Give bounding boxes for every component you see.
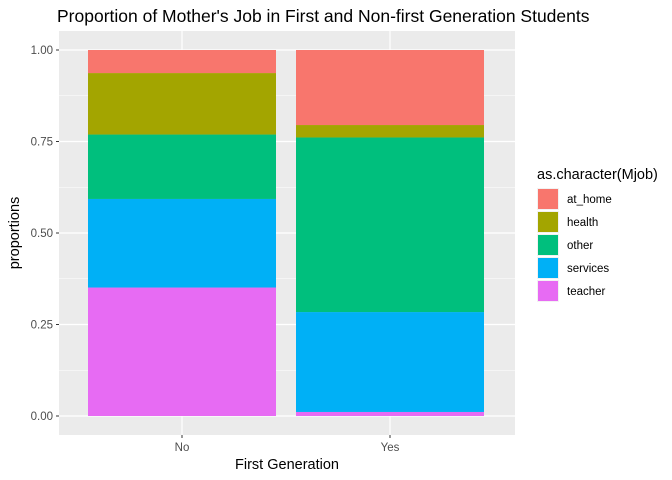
bar-segment-yes-services bbox=[296, 312, 484, 412]
bar-segment-no-services bbox=[88, 198, 276, 288]
legend-key-at-home bbox=[538, 189, 558, 209]
axes: 0.00 0.25 0.50 0.75 1.00 No Yes bbox=[31, 45, 400, 454]
legend-label-at-home: at_home bbox=[567, 194, 612, 206]
x-axis-title: First Generation bbox=[235, 457, 339, 473]
chart-title: Proportion of Mother's Job in First and … bbox=[57, 6, 590, 26]
bar-segment-yes-at-home bbox=[296, 50, 484, 126]
bar-segment-no-teacher bbox=[88, 287, 276, 416]
y-tick-label: 0.50 bbox=[31, 228, 53, 240]
x-tick-label: No bbox=[175, 442, 190, 454]
bar-segment-yes-other bbox=[296, 137, 484, 313]
legend-key-services bbox=[538, 258, 558, 278]
y-tick-label: 0.00 bbox=[31, 411, 53, 423]
bar-segment-no-other bbox=[88, 134, 276, 199]
bar-segment-yes-health bbox=[296, 125, 484, 138]
legend-label-teacher: teacher bbox=[567, 286, 606, 298]
legend-title: as.character(Mjob) bbox=[537, 167, 658, 183]
y-tick-label: 0.75 bbox=[31, 137, 53, 149]
legend-key-health bbox=[538, 212, 558, 232]
legend-label-other: other bbox=[567, 240, 593, 252]
y-axis-title: proportions bbox=[7, 197, 23, 270]
bar-segment-yes-teacher bbox=[296, 411, 484, 416]
legend-label-health: health bbox=[567, 217, 598, 229]
y-tick-label: 1.00 bbox=[31, 45, 53, 57]
bar-segment-no-at-home bbox=[88, 50, 276, 74]
legend-label-services: services bbox=[567, 263, 609, 275]
bar-segment-no-health bbox=[88, 73, 276, 135]
x-tick-label: Yes bbox=[381, 442, 400, 454]
y-tick-label: 0.25 bbox=[31, 320, 53, 332]
legend-key-other bbox=[538, 235, 558, 255]
legend-key-teacher bbox=[538, 281, 558, 301]
bars bbox=[88, 50, 484, 416]
